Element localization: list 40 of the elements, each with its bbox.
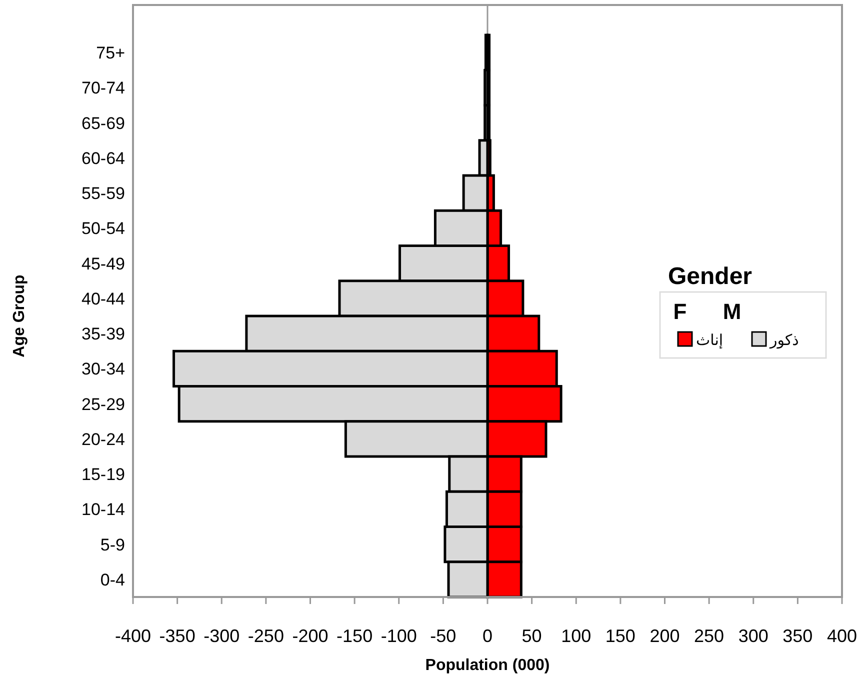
y-tick-label: 0-4 [100,570,125,590]
x-tick-label: -300 [204,626,240,646]
y-axis-title: Age Group [11,274,28,358]
x-tick-label: -350 [159,626,196,646]
y-tick-label: 20-24 [82,430,125,449]
x-axis-title: Population (000) [425,657,550,674]
x-tick-label: -50 [430,626,456,646]
y-tick-label: 70-74 [82,78,125,98]
y-tick-label: 55-59 [82,184,125,204]
y-tick-label: 15-19 [82,465,125,484]
x-tick-label: -250 [248,626,284,646]
x-tick-label: 150 [605,626,636,646]
y-tick-label: 25-29 [82,394,125,414]
x-tick-label: 50 [522,626,542,646]
y-tick-label: 10-14 [82,500,125,520]
y-tick-label: 50-54 [82,219,125,238]
y-tick-label: 60-64 [82,148,125,168]
x-tick-label: -200 [292,626,328,646]
y-tick-label: 40-44 [82,289,125,308]
x-tick-label: 300 [738,626,768,646]
legend-label: ذكور [769,332,799,349]
y-tick-label: 75+ [96,44,126,63]
x-tick-label: 350 [782,626,813,646]
x-tick-label: -100 [380,626,417,646]
x-tick-label: -400 [114,626,152,646]
y-tick-label: 30-34 [82,360,125,379]
y-tick-label: 35-39 [82,324,125,344]
legend-label: إناث [696,332,724,349]
x-tick-label: 100 [561,626,592,646]
y-tick-label: 45-49 [82,254,125,274]
y-tick-label: 5-9 [100,535,125,554]
annotation: M [722,299,742,324]
annotation: F [673,299,687,324]
x-tick-label: 0 [482,626,493,646]
x-tick-label: 400 [826,626,858,646]
legend-title: Gender [668,263,752,290]
x-tick-label: 250 [694,626,724,646]
x-tick-label: -150 [336,626,373,646]
y-tick-label: 65-69 [82,114,125,133]
x-tick-label: 200 [650,626,680,646]
